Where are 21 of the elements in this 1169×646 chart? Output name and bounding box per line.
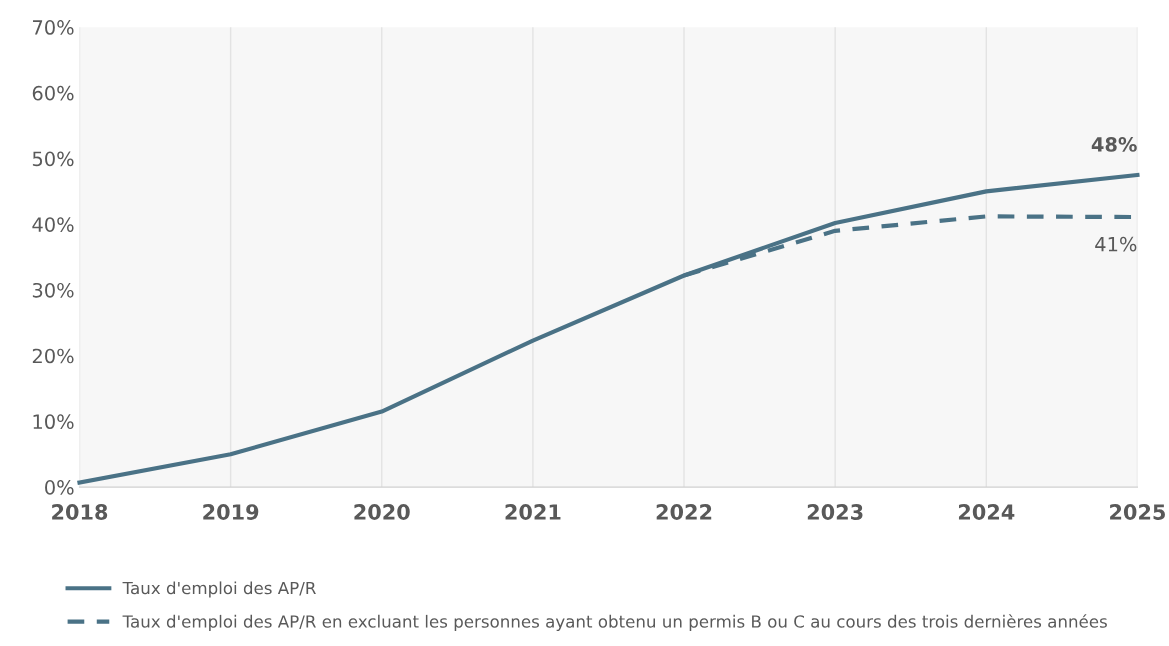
y-tick-label: 50% — [32, 151, 74, 167]
legend-label: Taux d'emploi des AP/R — [122, 581, 316, 598]
x-tick-label: 2018 — [52, 504, 108, 520]
x-tick-label: 2019 — [203, 504, 259, 520]
data-label: 48% — [1091, 137, 1137, 152]
legend-label: Taux d'emploi des AP/R en excluant les personnes ayant obtenu un permis B ou C au cours des trois dernières années — [122, 614, 1107, 631]
x-tick-label: 2020 — [354, 504, 410, 520]
x-tick-label: 2025 — [1110, 504, 1165, 520]
y-tick-label: 10% — [33, 414, 74, 430]
y-tick-label: 0% — [45, 480, 74, 495]
y-tick-label: 30% — [32, 282, 74, 298]
x-tick-label: 2022 — [656, 504, 712, 520]
line-series — [77, 172, 1140, 485]
y-tick-label: 20% — [32, 348, 74, 364]
y-tick-label: 70% — [33, 20, 74, 35]
y-tick-label: 40% — [32, 217, 74, 232]
x-tick-label: 2024 — [958, 504, 1015, 520]
x-tick-label: 2021 — [505, 504, 561, 520]
x-tick-label: 2023 — [807, 504, 863, 520]
data-label: 41% — [1095, 236, 1137, 252]
y-tick-label: 60% — [32, 85, 74, 101]
